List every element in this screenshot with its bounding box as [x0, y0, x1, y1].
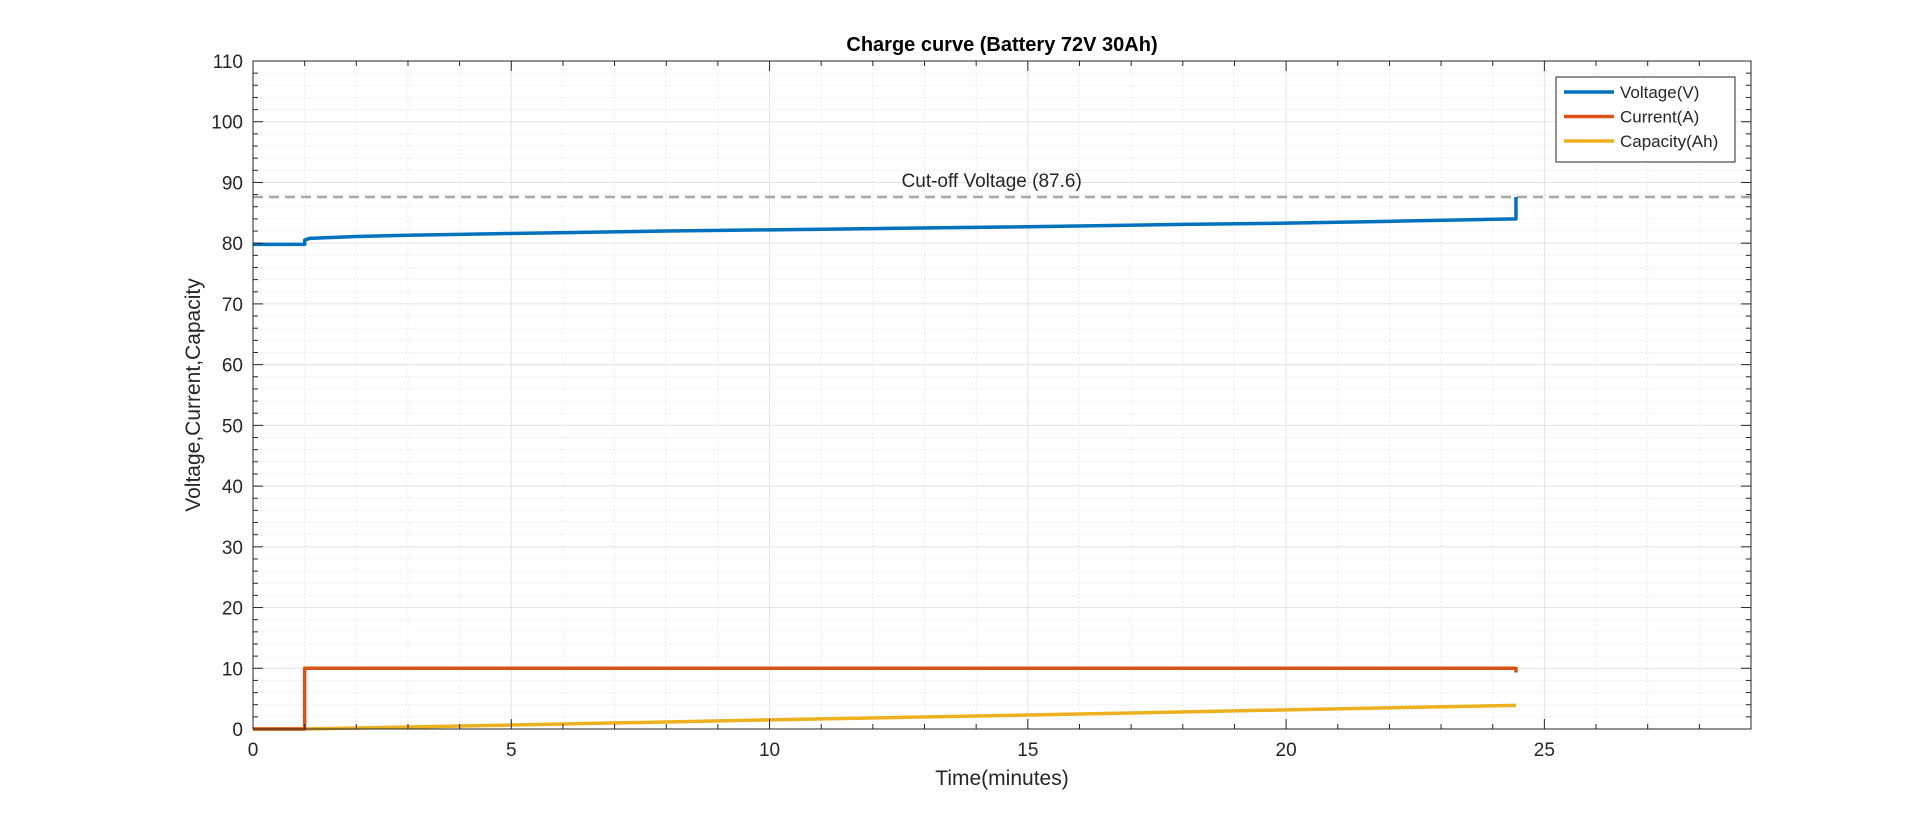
y-tick-label: 100 [211, 113, 243, 134]
x-tick-labels: 0 5 10 15 20 25 [248, 740, 1555, 761]
y-tick-label: 90 [222, 173, 243, 194]
legend-label-capacity: Capacity(Ah) [1620, 132, 1718, 151]
y-tick-label: 40 [222, 477, 243, 498]
chart-title: Charge curve (Battery 72V 30Ah) [846, 34, 1157, 56]
x-tick-label: 0 [248, 740, 259, 761]
y-tick-label: 50 [222, 416, 243, 437]
x-tick-label: 15 [1017, 740, 1038, 761]
y-tick-label: 70 [222, 295, 243, 316]
y-tick-label: 80 [222, 234, 243, 255]
x-tick-label: 20 [1276, 740, 1297, 761]
legend-box [1555, 76, 1736, 163]
x-tick-label: 10 [759, 740, 780, 761]
legend: Voltage(V) Current(A) Capacity(Ah) [1555, 76, 1736, 163]
x-tick-label: 25 [1534, 740, 1555, 761]
plot-frame [252, 60, 1752, 730]
cutoff-voltage-label: Cut-off Voltage (87.6) [902, 171, 1082, 192]
y-tick-label: 10 [222, 659, 243, 680]
axis-ticks [252, 60, 1752, 730]
y-tick-label: 30 [222, 538, 243, 559]
annotations: Cut-off Voltage (87.6) [253, 171, 1751, 199]
y-tick-label: 60 [222, 356, 243, 377]
x-tick-label: 5 [506, 740, 517, 761]
plot-area [253, 61, 1751, 729]
voltage-series-line [253, 197, 1518, 247]
x-axis-label: Time(minutes) [935, 767, 1068, 790]
legend-label-current: Current(A) [1620, 108, 1699, 127]
y-axis-label: Voltage,Current,Capacity [182, 278, 205, 512]
y-tick-label: 20 [222, 599, 243, 620]
y-tick-label: 110 [213, 52, 243, 73]
legend-label-voltage: Voltage(V) [1620, 83, 1699, 102]
y-tick-labels: 0 10 20 30 40 50 60 70 80 90 100 110 [211, 52, 243, 741]
y-tick-label: 0 [232, 720, 243, 741]
